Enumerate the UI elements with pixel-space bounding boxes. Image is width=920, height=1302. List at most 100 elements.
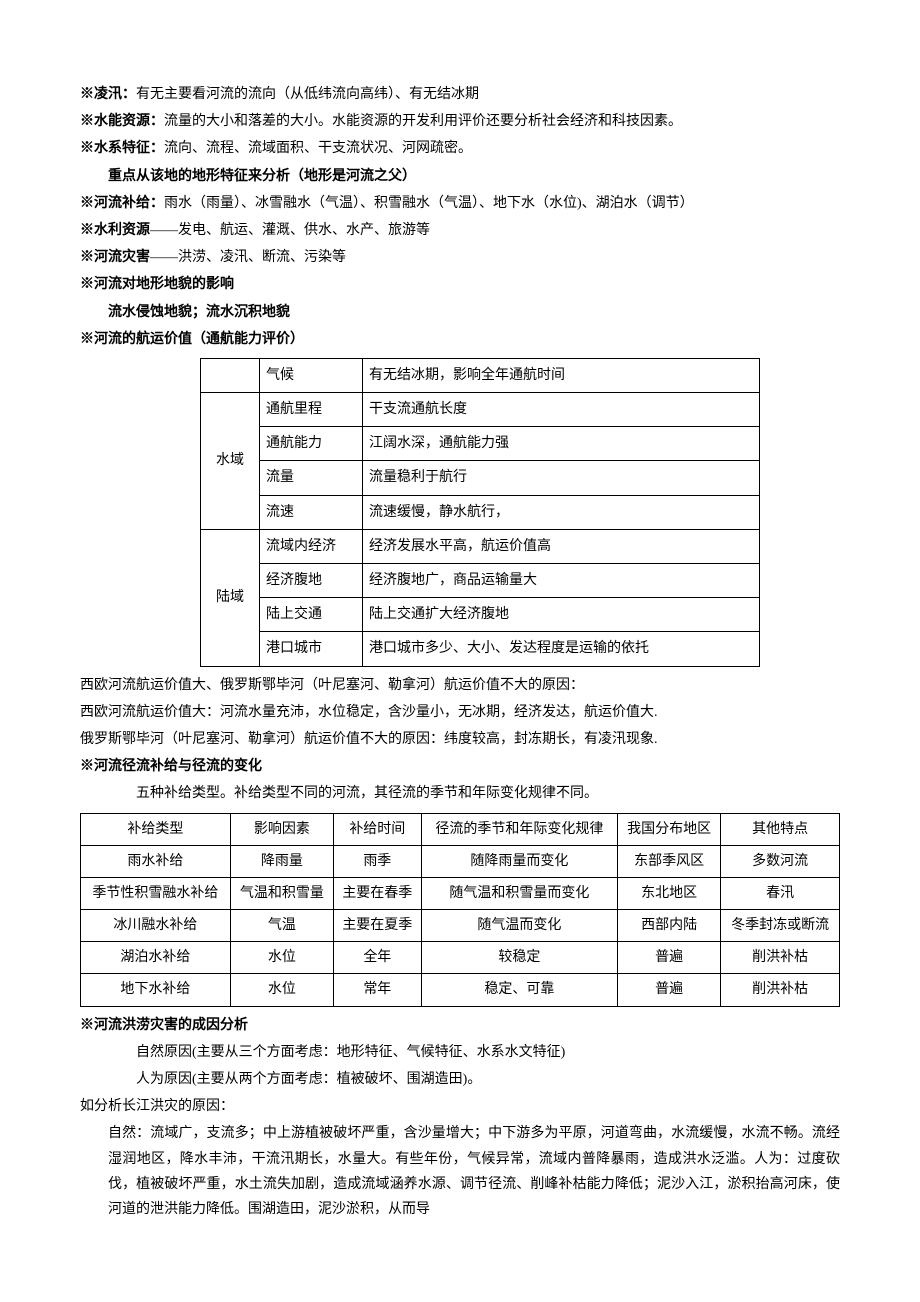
- table-row: 水域 通航里程 干支流通航长度: [201, 393, 760, 427]
- cell: 普遍: [618, 974, 721, 1006]
- cell: 流量: [260, 461, 363, 495]
- cell: 港口城市多少、大小、发达程度是运输的依托: [363, 632, 760, 666]
- table-row: 陆上交通 陆上交通扩大经济腹地: [201, 598, 760, 632]
- cell: 主要在春季: [333, 877, 421, 909]
- table-row: 雨水补给 降雨量 雨季 随降雨量而变化 东部季风区 多数河流: [81, 845, 840, 877]
- cell: 陆上交通扩大经济腹地: [363, 598, 760, 632]
- cell: 冬季封冻或断流: [721, 910, 840, 942]
- para-europe-ans: 西欧河流航运价值大：河流水量充沛，水位稳定，含沙量小，无冰期，经济发达，航运价值…: [80, 700, 840, 725]
- label: ※水利资源: [80, 223, 150, 238]
- item-shuineng: ※水能资源：流量的大小和落差的大小。水能资源的开发利用评价还要分析社会经济和科技…: [80, 109, 840, 134]
- text: 流向、流程、流域面积、干支流状况、河网疏密。: [164, 141, 472, 156]
- cell: 削洪补枯: [721, 974, 840, 1006]
- heading-flood: ※河流洪涝灾害的成因分析: [80, 1013, 840, 1038]
- table-row: 湖泊水补给 水位 全年 较稳定 普遍 削洪补枯: [81, 942, 840, 974]
- cell: 湖泊水补给: [81, 942, 231, 974]
- cell: 冰川融水补给: [81, 910, 231, 942]
- table-row: 通航能力 江阔水深，通航能力强: [201, 427, 760, 461]
- cell: 流速: [260, 495, 363, 529]
- para-europe-russia-q: 西欧河流航运价值大、俄罗斯鄂毕河（叶尼塞河、勒拿河）航运价值不大的原因：: [80, 673, 840, 698]
- heading-runoff: ※河流径流补给与径流的变化: [80, 754, 840, 779]
- table-row: 经济腹地 经济腹地广，商品运输量大: [201, 564, 760, 598]
- cell: 经济腹地: [260, 564, 363, 598]
- item-dimao-detail: 流水侵蚀地貌；流水沉积地貌: [80, 300, 840, 325]
- cell: 气温和积雪量: [230, 877, 333, 909]
- cell: 稳定、可靠: [421, 974, 617, 1006]
- th: 补给时间: [333, 813, 421, 845]
- para-russia-ans: 俄罗斯鄂毕河（叶尼塞河、勒拿河）航运价值不大的原因：纬度较高，封冻期长，有凌汛现…: [80, 727, 840, 752]
- item-shuili: ※水利资源——发电、航运、灌溉、供水、水产、旅游等: [80, 218, 840, 243]
- para-natural-cause: 自然原因(主要从三个方面考虑：地形特征、气候特征、水系水文特征): [80, 1040, 840, 1065]
- cell: [201, 358, 260, 392]
- cell: 流量稳利于航行: [363, 461, 760, 495]
- para-human-cause: 人为原因(主要从两个方面考虑：植被破坏、围湖造田)。: [80, 1067, 840, 1092]
- cell: 气温: [230, 910, 333, 942]
- cell: 东部季风区: [618, 845, 721, 877]
- cell: 雨水补给: [81, 845, 231, 877]
- cell: 随气温和积雪量而变化: [421, 877, 617, 909]
- text: 雨水（雨量）、冰雪融水（气温）、积雪融水（气温）、地下水（水位)、湖泊水（调节）: [164, 196, 694, 211]
- label: ※水能资源：: [80, 114, 164, 129]
- cell: 季节性积雪融水补给: [81, 877, 231, 909]
- cell: 普遍: [618, 942, 721, 974]
- table-row: 气候 有无结冰期，影响全年通航时间: [201, 358, 760, 392]
- cell: 干支流通航长度: [363, 393, 760, 427]
- cell-water: 水域: [201, 393, 260, 530]
- text: ——洪涝、凌汛、断流、污染等: [150, 250, 346, 265]
- cell: 地下水补给: [81, 974, 231, 1006]
- cell: 水位: [230, 942, 333, 974]
- item-buji: ※河流补给：雨水（雨量）、冰雪融水（气温）、积雪融水（气温）、地下水（水位)、湖…: [80, 191, 840, 216]
- th: 补给类型: [81, 813, 231, 845]
- text: 流量的大小和落差的大小。水能资源的开发利用评价还要分析社会经济和科技因素。: [164, 114, 682, 129]
- item-zaihai: ※河流灾害——洪涝、凌汛、断流、污染等: [80, 245, 840, 270]
- cell: 降雨量: [230, 845, 333, 877]
- item-dimao: ※河流对地形地貌的影响: [80, 272, 840, 297]
- para-yangtze-intro: 如分析长江洪灾的原因：: [80, 1094, 840, 1119]
- cell: 常年: [333, 974, 421, 1006]
- cell: 江阔水深，通航能力强: [363, 427, 760, 461]
- text: 有无主要看河流的流向（从低纬流向高纬）、有无结冰期: [136, 87, 479, 102]
- item-lingxun: ※凌汛：有无主要看河流的流向（从低纬流向高纬）、有无结冰期: [80, 82, 840, 107]
- cell: 主要在夏季: [333, 910, 421, 942]
- cell: 流域内经济: [260, 529, 363, 563]
- supply-table: 补给类型 影响因素 补给时间 径流的季节和年际变化规律 我国分布地区 其他特点 …: [80, 813, 840, 1007]
- th: 影响因素: [230, 813, 333, 845]
- item-hangyun-title: ※河流的航运价值（通航能力评价）: [80, 327, 840, 352]
- para-yangtze-body: 自然：流域广，支流多；中上游植被破坏严重，含沙量增大；中下游多为平原，河道弯曲，…: [80, 1121, 840, 1222]
- table-row: 陆域 流域内经济 经济发展水平高，航运价值高: [201, 529, 760, 563]
- cell: 经济腹地广，商品运输量大: [363, 564, 760, 598]
- cell: 多数河流: [721, 845, 840, 877]
- cell: 削洪补枯: [721, 942, 840, 974]
- table-row: 流速 流速缓慢，静水航行，: [201, 495, 760, 529]
- cell: 雨季: [333, 845, 421, 877]
- item-shuixi: ※水系特征：流向、流程、流域面积、干支流状况、河网疏密。: [80, 136, 840, 161]
- cell: 流速缓慢，静水航行，: [363, 495, 760, 529]
- para-five-types: 五种补给类型。补给类型不同的河流，其径流的季节和年际变化规律不同。: [80, 781, 840, 806]
- cell: 随气温而变化: [421, 910, 617, 942]
- label: ※凌汛：: [80, 87, 136, 102]
- cell: 春汛: [721, 877, 840, 909]
- cell: 有无结冰期，影响全年通航时间: [363, 358, 760, 392]
- label: ※河流补给：: [80, 196, 164, 211]
- th: 其他特点: [721, 813, 840, 845]
- cell-land: 陆域: [201, 529, 260, 666]
- document-page: ※凌汛：有无主要看河流的流向（从低纬流向高纬）、有无结冰期 ※水能资源：流量的大…: [0, 0, 920, 1264]
- table-row: 冰川融水补给 气温 主要在夏季 随气温而变化 西部内陆 冬季封冻或断流: [81, 910, 840, 942]
- cell: 随降雨量而变化: [421, 845, 617, 877]
- emphasis-terrain: 重点从该地的地形特征来分析（地形是河流之父）: [80, 164, 840, 189]
- th: 径流的季节和年际变化规律: [421, 813, 617, 845]
- th: 我国分布地区: [618, 813, 721, 845]
- cell: 港口城市: [260, 632, 363, 666]
- table-header-row: 补给类型 影响因素 补给时间 径流的季节和年际变化规律 我国分布地区 其他特点: [81, 813, 840, 845]
- table-row: 港口城市 港口城市多少、大小、发达程度是运输的依托: [201, 632, 760, 666]
- label: ※水系特征：: [80, 141, 164, 156]
- table-row: 流量 流量稳利于航行: [201, 461, 760, 495]
- cell: 全年: [333, 942, 421, 974]
- table-row: 地下水补给 水位 常年 稳定、可靠 普遍 削洪补枯: [81, 974, 840, 1006]
- cell: 气候: [260, 358, 363, 392]
- cell: 较稳定: [421, 942, 617, 974]
- cell: 经济发展水平高，航运价值高: [363, 529, 760, 563]
- cell: 东北地区: [618, 877, 721, 909]
- cell: 水位: [230, 974, 333, 1006]
- cell: 西部内陆: [618, 910, 721, 942]
